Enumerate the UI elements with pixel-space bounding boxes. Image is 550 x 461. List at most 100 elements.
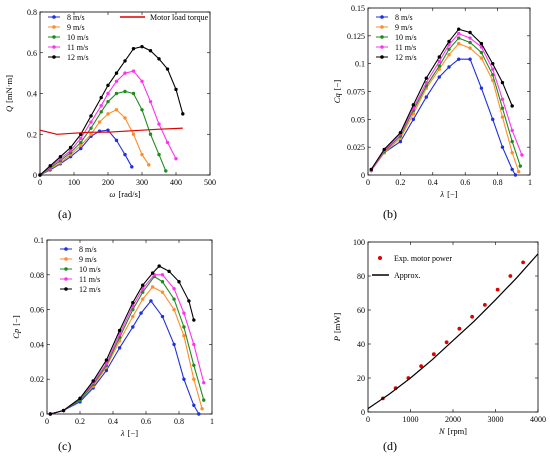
x-axis-symbol: λ xyxy=(120,428,125,438)
x-axis-label: λ [−] xyxy=(439,189,457,199)
data-point xyxy=(58,154,63,159)
x-tick-label: 0.8 xyxy=(493,178,503,187)
data-point xyxy=(68,148,73,153)
data-point xyxy=(491,73,495,77)
data-point xyxy=(510,151,514,155)
data-point xyxy=(182,325,186,329)
data-point xyxy=(174,157,178,161)
data-point xyxy=(437,55,441,59)
data-point xyxy=(148,99,153,104)
data-point xyxy=(457,31,461,36)
x-tick-label: 0.4 xyxy=(108,417,118,426)
data-point xyxy=(131,300,135,305)
series-line-12-m-s xyxy=(50,265,195,415)
y-tick-label: 0.06 xyxy=(30,306,44,315)
legend-label: 9 m/s xyxy=(79,255,97,264)
legend-marker xyxy=(52,55,56,59)
data-point xyxy=(172,287,176,291)
x-tick-label: 0 xyxy=(45,417,49,426)
data-point xyxy=(140,108,144,112)
data-point xyxy=(202,380,206,385)
legend-label: 8 m/s xyxy=(67,13,85,22)
y-tick-label: 0 xyxy=(40,410,44,419)
y-tick-label: 60 xyxy=(357,306,365,315)
data-point xyxy=(114,91,119,96)
data-point xyxy=(424,95,429,99)
data-point xyxy=(500,97,505,101)
data-point xyxy=(106,91,110,96)
series-line-8-m-s xyxy=(39,129,133,176)
legend-marker xyxy=(380,35,384,39)
data-point xyxy=(149,299,153,303)
y-axis-unit: [mW] xyxy=(332,313,342,333)
data-point xyxy=(164,169,168,173)
data-point xyxy=(437,75,441,79)
x-tick-label: 300 xyxy=(136,178,148,187)
x-axis-symbol: N xyxy=(438,426,446,436)
series-line-8-m-s xyxy=(50,299,200,415)
data-point xyxy=(202,398,206,402)
data-point xyxy=(114,138,119,143)
data-point xyxy=(468,57,472,61)
data-point xyxy=(200,407,204,411)
data-point xyxy=(457,326,462,331)
y-axis-label: Cq [−] xyxy=(332,80,342,104)
data-point xyxy=(123,152,127,157)
legend-label: Motor load torque xyxy=(150,13,209,22)
y-tick-label: 0 xyxy=(361,171,365,180)
data-point xyxy=(411,103,416,107)
data-point xyxy=(99,110,103,114)
series-line-11-m-s xyxy=(39,70,177,176)
data-point xyxy=(510,167,514,172)
x-axis-symbol: ω xyxy=(109,189,115,199)
data-point xyxy=(160,290,165,294)
plot-frame xyxy=(46,239,213,415)
y-tick-label: 0.025 xyxy=(347,143,365,152)
data-point xyxy=(192,377,196,381)
x-axis-unit: [rad/s] xyxy=(118,189,140,199)
x-tick-label: 0.2 xyxy=(75,417,85,426)
data-point xyxy=(468,36,472,40)
x-axis-label: N [rpm] xyxy=(438,426,467,436)
y-tick-label: 20 xyxy=(357,374,365,383)
series-line-9-m-s xyxy=(50,286,203,415)
data-point xyxy=(437,64,441,68)
data-point xyxy=(150,271,155,275)
data-point xyxy=(78,396,82,401)
data-point xyxy=(174,87,178,92)
y-axis-symbol: Cq xyxy=(332,93,342,104)
data-point xyxy=(79,136,83,141)
data-point xyxy=(457,27,461,31)
y-tick-label: 0.02 xyxy=(30,375,44,384)
data-point xyxy=(510,104,514,108)
y-axis-unit: [−] xyxy=(332,80,342,91)
data-point xyxy=(131,69,136,73)
y-tick-label: 0.8 xyxy=(27,8,37,17)
data-point xyxy=(516,169,521,174)
data-point xyxy=(457,36,461,40)
y-axis-unit: [mN·m] xyxy=(4,75,14,103)
x-tick-label: 0.8 xyxy=(174,417,184,426)
x-axis-symbol: λ xyxy=(439,189,444,199)
data-point xyxy=(457,41,461,46)
data-point xyxy=(165,67,170,71)
panel-c: 0 0.2 0.4 0.6 0.8 100.020.040.060.080.1λ [−]Cp… xyxy=(11,236,214,453)
data-point xyxy=(510,128,514,133)
data-point xyxy=(79,140,83,145)
data-point xyxy=(147,163,151,167)
y-axis-unit: [−] xyxy=(11,315,21,326)
x-tick-label: 100 xyxy=(68,178,80,187)
data-point xyxy=(117,328,122,333)
data-point xyxy=(104,358,109,362)
y-axis-symbol: Cp xyxy=(11,329,21,339)
x-tick-label: 0 xyxy=(366,415,370,424)
data-point xyxy=(68,145,73,150)
y-axis-label: P [mW] xyxy=(332,313,342,343)
data-point xyxy=(479,41,484,46)
y-tick-label: 0 xyxy=(361,408,365,417)
data-point xyxy=(518,164,522,168)
legend-swatch xyxy=(378,256,382,260)
series-line-motor-load-torque xyxy=(39,127,183,135)
data-point xyxy=(160,280,165,284)
